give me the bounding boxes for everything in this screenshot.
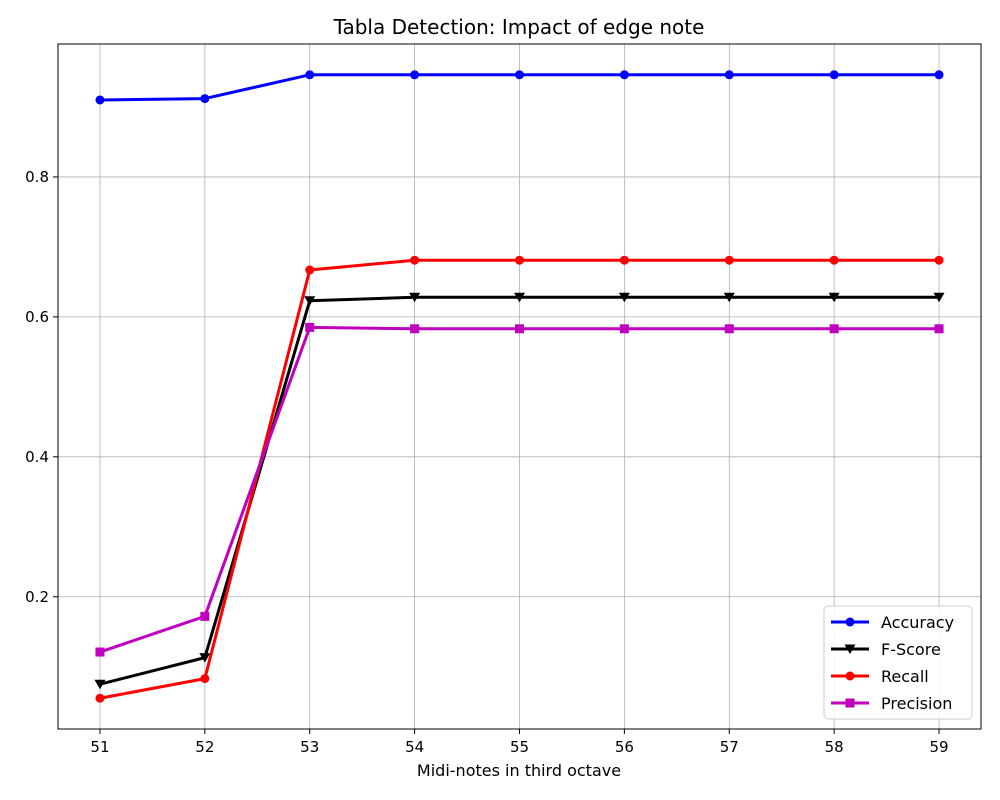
x-tick-label: 59 <box>929 738 948 756</box>
data-point-accuracy <box>934 70 944 80</box>
data-point-precision <box>515 324 524 334</box>
legend-label: Accuracy <box>881 613 954 632</box>
data-point-f-score <box>304 296 316 306</box>
series-recall <box>95 255 944 703</box>
data-point-recall <box>95 693 105 703</box>
data-point-accuracy <box>200 94 210 104</box>
data-point-recall <box>305 265 315 275</box>
data-point-precision <box>829 324 839 334</box>
x-tick-label: 54 <box>405 738 424 756</box>
legend-item-accuracy: Accuracy <box>831 613 954 632</box>
y-tick-label: 0.4 <box>25 448 49 466</box>
grid <box>58 44 981 729</box>
data-point-recall <box>515 255 524 265</box>
data-point-precision <box>410 324 420 334</box>
data-point-f-score <box>618 292 630 303</box>
y-tick-label: 0.8 <box>25 168 49 186</box>
data-point-f-score <box>94 679 106 690</box>
data-point-accuracy <box>619 70 629 80</box>
y-tick-label: 0.2 <box>25 588 49 606</box>
legend-item-precision: Precision <box>831 694 952 713</box>
data-point-precision <box>934 324 944 334</box>
legend-swatch-marker <box>845 698 855 708</box>
data-point-precision <box>619 324 629 334</box>
chart-title: Tabla Detection: Impact of edge note <box>333 15 705 39</box>
x-tick-label: 56 <box>615 738 634 756</box>
data-point-recall <box>410 255 420 265</box>
y-tick-label: 0.6 <box>25 308 49 326</box>
legend: Accuracy F-Score Recall Precision <box>823 605 973 720</box>
series-accuracy <box>95 70 944 105</box>
x-tick-label: 51 <box>90 738 109 756</box>
series-layer <box>94 70 945 703</box>
data-point-accuracy <box>515 70 524 80</box>
data-point-accuracy <box>724 70 734 80</box>
ticks: 51 52 53 54 55 56 57 58 59 0.2 0.4 0.6 0.8 <box>25 168 948 756</box>
legend-swatch-marker <box>844 644 856 654</box>
legend-label: Precision <box>881 694 952 713</box>
data-point-f-score <box>409 292 421 303</box>
data-point-precision <box>724 324 734 334</box>
legend-item-recall: Recall <box>831 667 929 686</box>
legend-box <box>823 605 973 720</box>
data-point-accuracy <box>95 95 105 105</box>
x-tick-label: 53 <box>300 738 319 756</box>
legend-label: F-Score <box>881 640 941 659</box>
data-point-f-score <box>933 292 945 303</box>
x-tick-label: 57 <box>720 738 739 756</box>
data-point-recall <box>619 255 629 265</box>
data-point-recall <box>829 255 839 265</box>
data-point-f-score <box>828 292 840 303</box>
data-point-f-score <box>199 653 211 663</box>
legend-item-f-score: F-Score <box>831 640 941 659</box>
series-precision <box>95 322 944 657</box>
x-tick-label: 55 <box>510 738 529 756</box>
legend-label: Recall <box>881 667 929 686</box>
data-point-precision <box>95 647 105 657</box>
data-point-recall <box>200 674 210 684</box>
legend-swatch-marker <box>845 671 855 681</box>
data-point-f-score <box>514 292 525 303</box>
data-point-accuracy <box>410 70 420 80</box>
data-point-accuracy <box>829 70 839 80</box>
data-point-accuracy <box>305 70 315 80</box>
x-tick-label: 52 <box>195 738 214 756</box>
data-point-recall <box>934 255 944 265</box>
x-tick-label: 58 <box>825 738 844 756</box>
data-point-precision <box>305 322 315 332</box>
x-axis-label: Midi-notes in third octave <box>417 761 621 780</box>
data-point-precision <box>200 611 210 621</box>
legend-swatch-marker <box>845 617 855 627</box>
data-point-recall <box>724 255 734 265</box>
data-point-f-score <box>723 292 735 303</box>
